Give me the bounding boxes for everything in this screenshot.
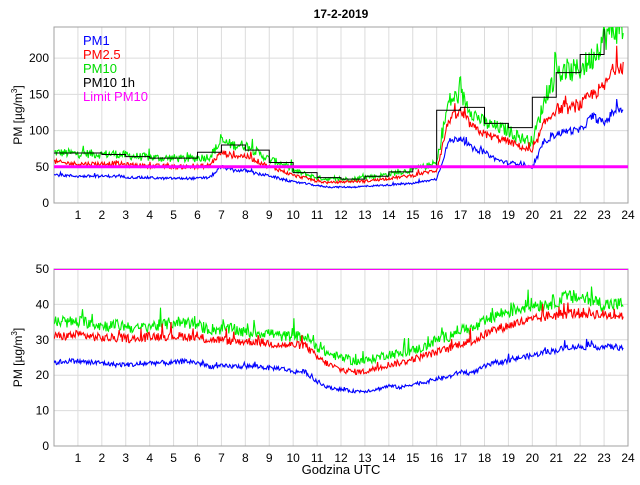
y-tick-label: 200 — [29, 51, 49, 65]
y-tick-label: 30 — [36, 333, 50, 347]
x-tick-label: 1 — [75, 208, 82, 222]
y-tick-label: 150 — [29, 87, 49, 101]
x-tick-label: 23 — [597, 451, 611, 465]
y-tick-label: 0 — [42, 439, 49, 453]
x-tick-label: 12 — [334, 451, 348, 465]
x-tick-label: 10 — [286, 208, 300, 222]
x-tick-label: 17 — [454, 451, 468, 465]
x-tick-label: 22 — [573, 451, 587, 465]
legend-pm10-1h: PM10 1h — [83, 75, 135, 90]
x-tick-label: 5 — [170, 451, 177, 465]
x-tick-label: 6 — [194, 451, 201, 465]
x-tick-label: 4 — [146, 451, 153, 465]
x-tick-label: 23 — [597, 208, 611, 222]
x-axis-label: Godzina UTC — [302, 462, 381, 477]
x-tick-label: 13 — [358, 208, 372, 222]
x-tick-label: 15 — [406, 451, 420, 465]
axes-box — [53, 26, 629, 204]
legend-pm10: PM10 — [83, 61, 117, 76]
y-axis-label: PM [µg/m3] — [10, 85, 25, 144]
top-axes: 1 2 3 4 5 6 7 8 9 10 11 12 13 14 15 16 17 18 19 20 21 22 23 240… — [10, 26, 635, 222]
y-tick-label: 100 — [29, 124, 49, 138]
x-tick-label: 3 — [122, 208, 129, 222]
y-tick-label: 10 — [36, 404, 50, 418]
series-line-pm2-5 — [54, 302, 624, 375]
y-tick-label: 20 — [36, 368, 50, 382]
x-tick-label: 9 — [266, 451, 273, 465]
x-tick-label: 2 — [98, 451, 105, 465]
x-tick-label: 10 — [286, 451, 300, 465]
series-line-pm1 — [54, 338, 624, 394]
series-line-pm10 — [54, 286, 624, 366]
x-tick-label: 19 — [502, 208, 516, 222]
x-tick-label: 11 — [311, 451, 324, 465]
y-tick-label: 50 — [36, 262, 50, 276]
x-tick-label: 19 — [502, 451, 516, 465]
y-axis-label-text: PM [µg/m — [11, 336, 25, 388]
x-tick-label: 16 — [430, 451, 444, 465]
x-tick-label: 22 — [573, 208, 587, 222]
x-tick-label: 16 — [430, 208, 444, 222]
y-axis-label-text: PM [µg/m — [11, 93, 25, 145]
x-tick-label: 8 — [242, 208, 249, 222]
x-tick-label: 18 — [478, 208, 492, 222]
y-axis-label-sup: 3 — [10, 331, 19, 336]
x-tick-label: 14 — [382, 208, 396, 222]
x-tick-label: 4 — [146, 208, 153, 222]
y-tick-label: 40 — [36, 297, 50, 311]
legend-pm2-5: PM2.5 — [83, 47, 121, 62]
series-line-pm2-5 — [54, 45, 624, 185]
x-tick-label: 24 — [621, 451, 635, 465]
y-axis-label-end: ] — [11, 85, 25, 88]
legend-limit-pm10: Limit PM10 — [83, 89, 148, 104]
x-tick-label: 18 — [478, 451, 492, 465]
x-tick-label: 7 — [218, 208, 225, 222]
x-tick-label: 7 — [218, 451, 225, 465]
x-tick-label: 20 — [526, 451, 540, 465]
x-tick-label: 8 — [242, 451, 249, 465]
x-tick-label: 6 — [194, 208, 201, 222]
y-axis-label-sup: 3 — [10, 88, 19, 93]
series-line-pm10-1h — [54, 29, 605, 180]
y-tick-label: 0 — [42, 196, 49, 210]
x-tick-label: 17 — [454, 208, 468, 222]
legend-pm1: PM1 — [83, 33, 110, 48]
y-axis-label-end: ] — [11, 328, 25, 331]
x-tick-label: 5 — [170, 208, 177, 222]
x-tick-label: 21 — [550, 451, 564, 465]
legend: PM1 PM2.5 PM10 PM10 1h Limit PM10 — [83, 33, 148, 104]
x-tick-label: 20 — [526, 208, 540, 222]
x-tick-label: 2 — [98, 208, 105, 222]
x-tick-label: 24 — [621, 208, 635, 222]
chart-title: 17-2-2019 — [314, 7, 369, 21]
series-line-pm1 — [54, 98, 624, 189]
y-axis-label: PM [µg/m3] — [10, 328, 25, 387]
bottom-axes: 1 2 3 4 5 6 7 8 9 10 11 12 13 14 15 16 17 18 19 20 21 22 23 240… — [10, 262, 635, 465]
x-tick-label: 21 — [550, 208, 564, 222]
y-tick-label: 50 — [36, 160, 50, 174]
x-tick-label: 15 — [406, 208, 420, 222]
x-tick-label: 14 — [382, 451, 396, 465]
x-tick-label: 11 — [311, 208, 324, 222]
x-tick-label: 12 — [334, 208, 348, 222]
x-tick-label: 9 — [266, 208, 273, 222]
x-tick-label: 3 — [122, 451, 129, 465]
x-tick-label: 13 — [358, 451, 372, 465]
x-tick-label: 1 — [75, 451, 82, 465]
